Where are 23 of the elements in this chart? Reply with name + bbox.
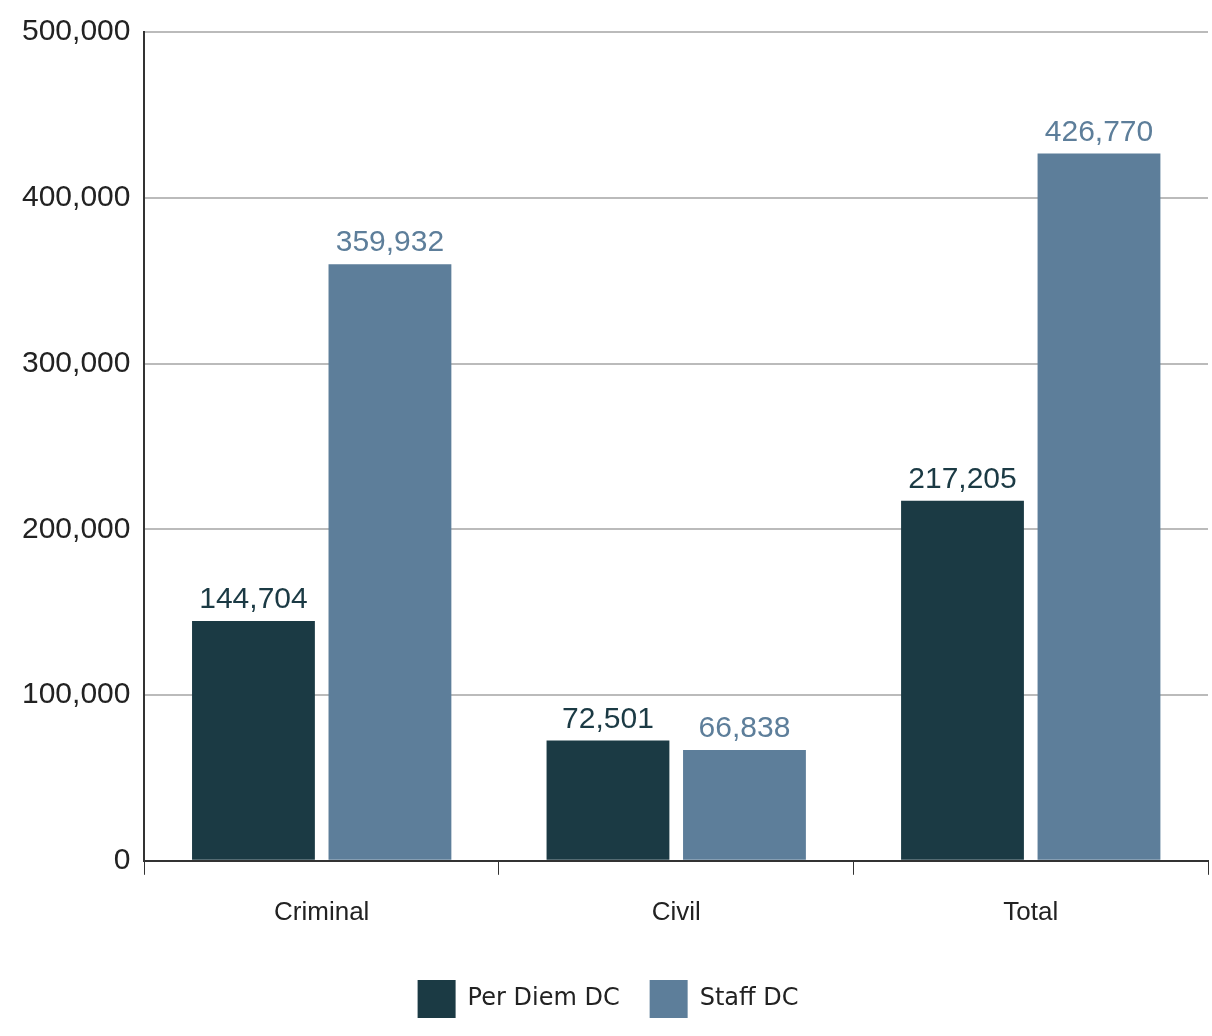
data-label: 72,501 [562,700,654,734]
bar [546,740,670,860]
y-tick-label: 400,000 [21,179,131,213]
data-label: 426,770 [1044,113,1154,147]
legend-label: Per Diem DC [467,983,620,1012]
bar [328,264,452,860]
legend-label: Staff DC [699,983,799,1012]
bar [901,500,1024,860]
x-tick-label: Criminal [274,895,370,926]
bar [1037,153,1161,860]
data-label: 359,932 [335,224,445,258]
data-label: 217,205 [908,461,1017,495]
y-tick-label: 100,000 [21,676,131,710]
y-tick-label: 0 [113,842,131,876]
y-tick-label: 300,000 [21,344,131,378]
data-label: 66,838 [698,710,791,744]
x-tick-label: Total [1003,895,1059,926]
bar [192,620,315,860]
bar [683,750,806,860]
data-label: 144,704 [199,581,308,615]
y-tick-label: 500,000 [21,13,131,47]
y-tick-label: 200,000 [21,510,131,544]
x-tick-label: Civil [651,895,701,926]
